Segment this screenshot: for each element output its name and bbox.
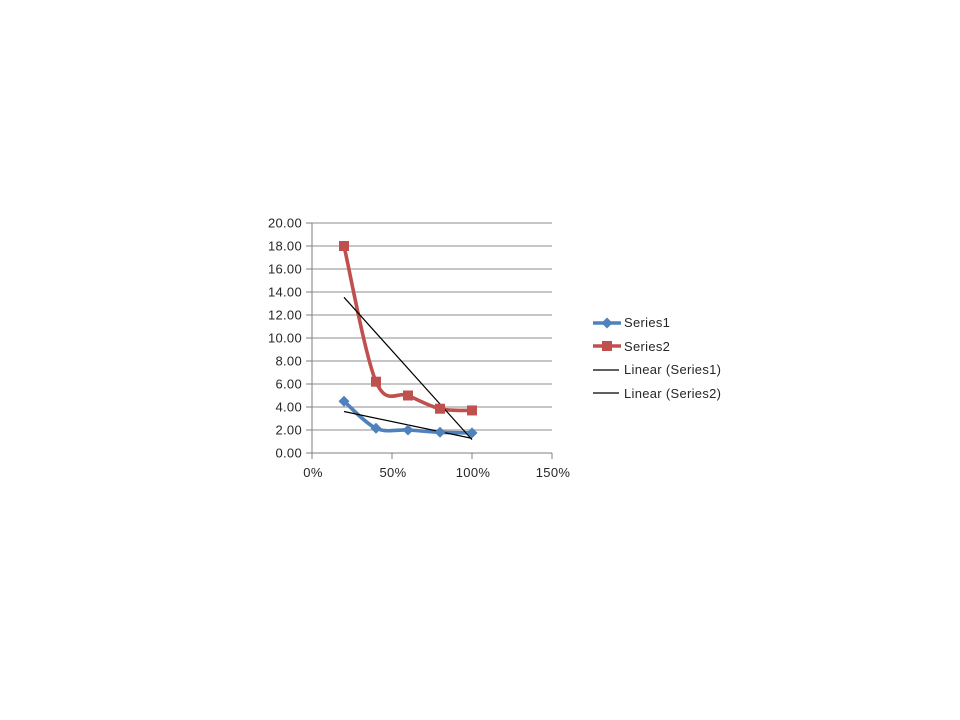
x-axis-label: 50% [380,465,407,480]
trendline-series2 [343,296,473,441]
legend-item-linear-series2: Linear (Series2) [592,382,721,406]
series1-marker [370,422,382,434]
legend-label-linear-series1: Linear (Series1) [624,362,722,378]
y-axis-label: 6.00 [275,377,302,392]
series1-marker [434,426,446,438]
legend-item-series1: Series1 [592,311,721,335]
y-axis-label: 2.00 [275,423,302,438]
series2-legend-marker [593,341,621,352]
series2-marker [435,403,445,414]
y-axis-label: 0.00 [275,446,302,461]
legend-item-series2: Series2 [592,335,721,359]
legend: Series1 Series2 Linear (Series1) Linear … [592,311,721,405]
y-axis-label: 8.00 [275,354,302,369]
x-axis-label: 150% [536,465,571,480]
x-axis-label: 0% [303,465,323,480]
y-axis-label: 16.00 [268,262,302,277]
legend-label-series2: Series2 [624,338,671,354]
legend-label-series1: Series1 [624,315,671,331]
series1-legend-marker [593,317,621,329]
series1-marker [338,395,350,407]
series1-marker [402,424,414,436]
y-axis-label: 20.00 [268,216,302,231]
series2-marker [467,405,477,416]
y-axis-label: 10.00 [268,331,302,346]
linear-series1-legend-marker [593,369,619,371]
series2-line [342,244,474,413]
y-axis-label: 4.00 [275,400,302,415]
x-axis-label: 100% [456,465,491,480]
series2-marker [339,241,349,251]
y-axis-label: 14.00 [268,285,302,300]
series2-marker [403,390,413,401]
legend-label-linear-series2: Linear (Series2) [624,385,722,401]
series2-marker [371,376,381,387]
y-axis-label: 18.00 [268,239,302,254]
linear-series2-legend-marker [593,392,619,394]
y-axis-label: 12.00 [268,308,302,323]
legend-item-linear-series1: Linear (Series1) [592,358,721,382]
series1-marker [466,427,478,439]
